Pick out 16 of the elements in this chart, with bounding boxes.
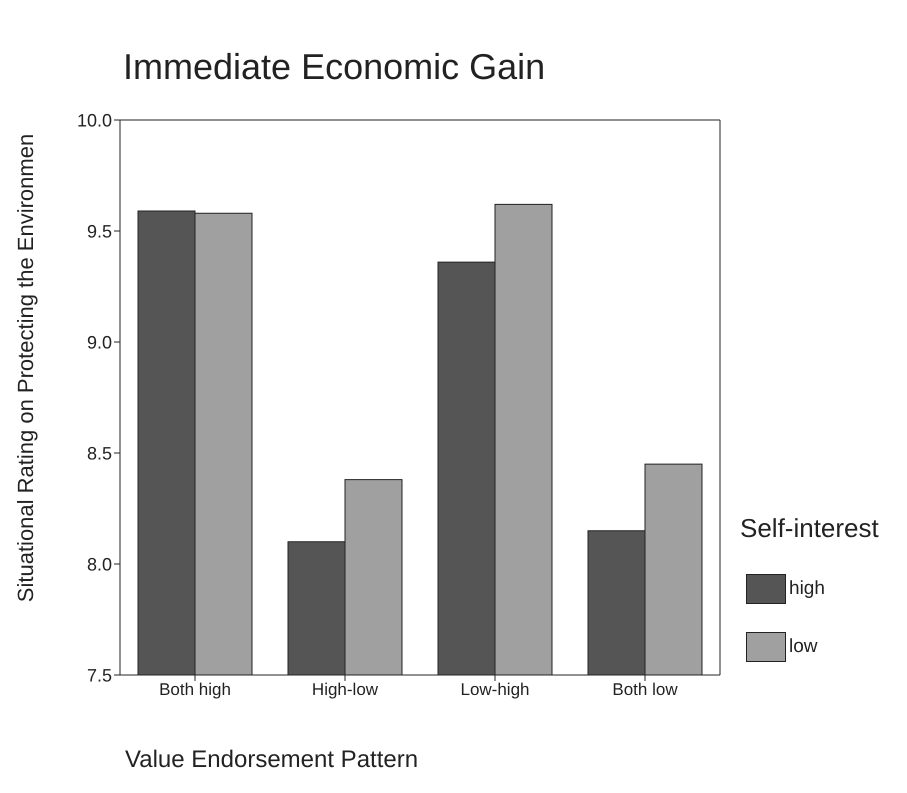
chart-title: Immediate Economic Gain [123, 46, 546, 88]
x-tick-label: Both low [612, 680, 678, 700]
legend-title: Self-interest [740, 513, 880, 544]
y-axis-title: Situational Rating on Protecting the Environmen [13, 134, 39, 602]
y-tick-label: 9.5 [86, 221, 112, 242]
legend-label: high [788, 577, 826, 601]
y-tick-label: 10.0 [76, 110, 112, 130]
y-tick-label: 9.0 [86, 332, 112, 352]
x-axis-title: Value Endorsement Pattern [125, 746, 418, 774]
x-tick-label: Both high [159, 680, 231, 700]
legend-label: low [788, 635, 819, 659]
y-tick-label: 8.5 [86, 443, 112, 464]
y-tick-label: 7.5 [86, 665, 112, 686]
x-tick-label: High-low [312, 680, 379, 700]
x-tick-label: Low-high [460, 680, 530, 700]
y-tick-label: 8.0 [86, 554, 112, 574]
